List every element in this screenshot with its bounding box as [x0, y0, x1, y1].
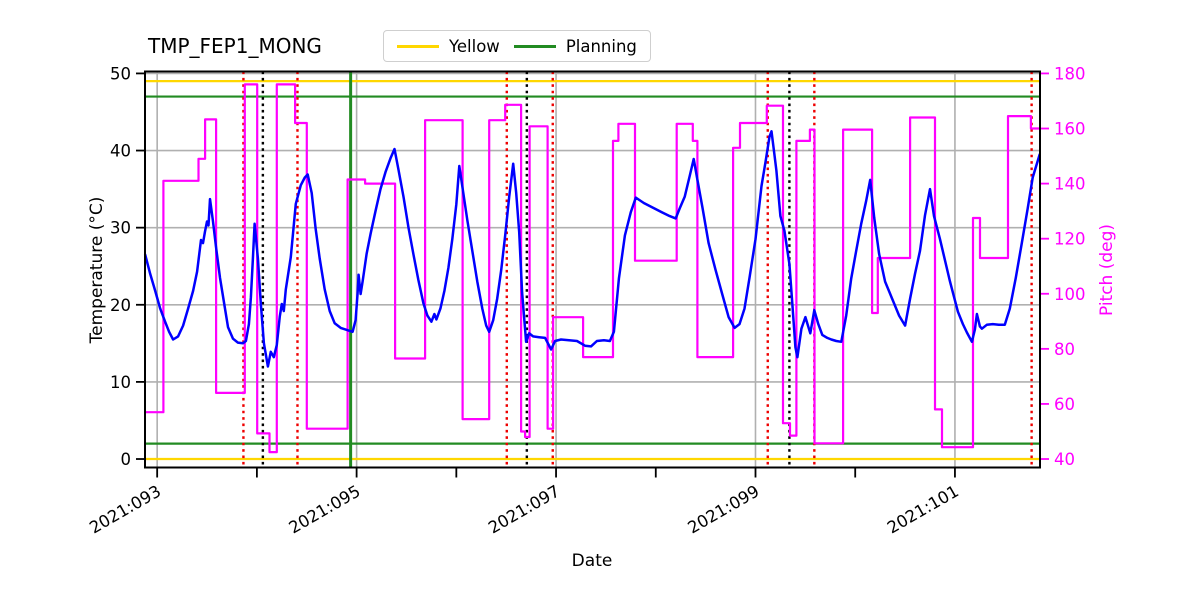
x-tick-label: 2021:097	[485, 482, 563, 538]
temperature-series	[143, 130, 1041, 368]
y-left-tick-label: 50	[110, 64, 131, 83]
x-tick-label: 2021:093	[86, 482, 164, 538]
y-left-tick-label: 0	[121, 450, 132, 469]
y-right-tick-label: 120	[1054, 230, 1086, 249]
chart-title: TMP_FEP1_MONG	[148, 34, 322, 58]
legend-item-planning: Planning	[513, 36, 637, 56]
y-left-tick-label: 10	[110, 373, 131, 392]
y-axis-label-left: Temperature (°C)	[87, 196, 107, 344]
gridlines	[145, 71, 1040, 468]
x-tick-label: 2021:095	[286, 482, 364, 538]
y-right-tick-label: 180	[1054, 64, 1086, 83]
y-axis-left: 0 10 20 30 40 50	[110, 64, 144, 469]
legend-item-planning-label: Planning	[565, 36, 637, 56]
y-right-tick-label: 80	[1054, 340, 1075, 359]
y-right-tick-label: 100	[1054, 285, 1086, 304]
x-axis: 2021:093 2021:095 2021:097 2021:099 2021:101	[86, 468, 962, 538]
x-tick-label: 2021:101	[884, 482, 962, 538]
y-right-tick-label: 60	[1054, 395, 1075, 414]
y-right-tick-label: 160	[1054, 120, 1086, 139]
axes-spines	[144, 70, 1041, 469]
y-axis-right: 40 60 80 100 120 140 160 180	[1041, 64, 1086, 469]
yellow-line-swatch-icon	[397, 44, 439, 48]
y-left-tick-label: 20	[110, 296, 131, 315]
legend: Yellow Planning	[383, 30, 651, 62]
x-tick-label: 2021:099	[685, 482, 763, 538]
y-left-tick-label: 40	[110, 142, 131, 161]
y-right-tick-label: 140	[1054, 175, 1086, 194]
y-right-tick-label: 40	[1054, 450, 1075, 469]
x-axis-label: Date	[571, 551, 613, 571]
legend-item-yellow-label: Yellow	[449, 36, 500, 56]
event-lines	[242, 71, 1033, 468]
y-axis-label-right: Pitch (deg)	[1097, 223, 1117, 317]
planning-line-swatch-icon	[513, 44, 556, 48]
y-left-tick-label: 30	[110, 219, 131, 238]
pitch-series	[145, 83, 1040, 454]
limit-lines	[145, 80, 1040, 461]
legend-item-yellow: Yellow	[397, 37, 500, 56]
